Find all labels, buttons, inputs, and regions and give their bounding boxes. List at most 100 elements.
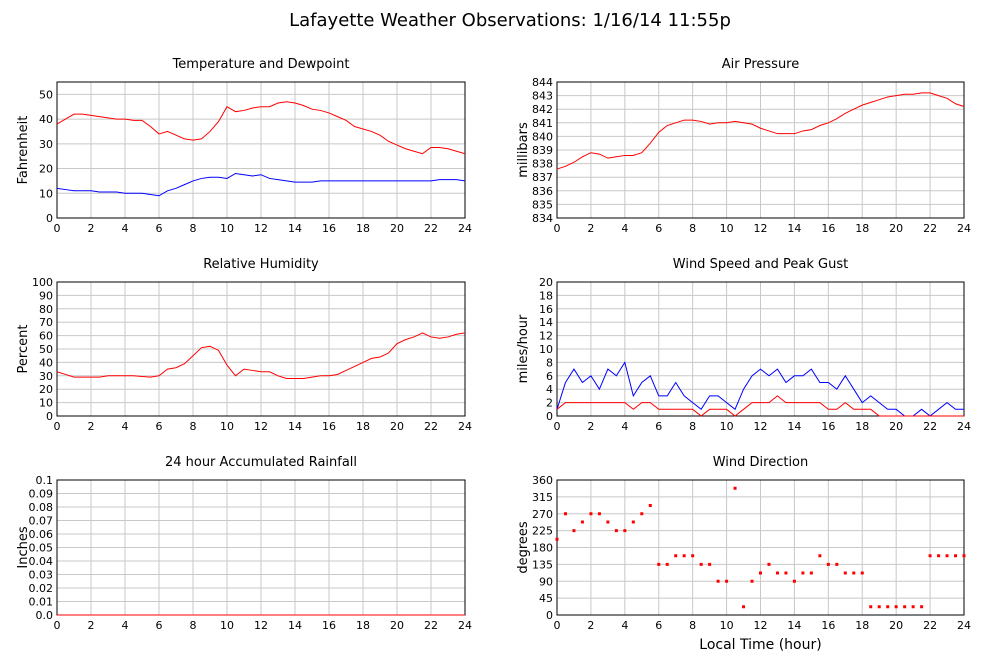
data-line xyxy=(556,92,965,170)
x-tick-label: 14 xyxy=(787,222,801,235)
y-tick-label: 0 xyxy=(546,410,553,423)
y-tick-label: 90 xyxy=(539,575,553,588)
data-point xyxy=(606,520,610,524)
y-tick-label: 839 xyxy=(532,144,553,157)
x-tick-label: 24 xyxy=(957,619,971,632)
data-point xyxy=(674,554,678,558)
y-tick-label: 10 xyxy=(539,343,553,356)
y-tick-label: 50 xyxy=(39,88,53,101)
data-point xyxy=(580,520,584,524)
x-tick-label: 22 xyxy=(424,420,438,433)
data-point xyxy=(928,554,932,558)
x-tick-label: 12 xyxy=(754,619,768,632)
y-tick-label: 0.06 xyxy=(29,528,54,541)
x-tick-label: 10 xyxy=(220,222,234,235)
x-tick-label: 16 xyxy=(322,222,336,235)
data-point xyxy=(775,571,779,575)
y-tick-label: 840 xyxy=(532,130,553,143)
x-tick-label: 24 xyxy=(957,420,971,433)
data-point xyxy=(869,605,873,609)
y-tick-label: 100 xyxy=(32,276,53,289)
y-axis-label: degrees xyxy=(516,521,531,574)
plot-frame xyxy=(56,81,466,219)
y-tick-label: 842 xyxy=(532,103,553,116)
data-point xyxy=(860,571,864,575)
x-tick-label: 16 xyxy=(322,619,336,632)
x-tick-label: 12 xyxy=(254,222,268,235)
x-tick-label: 0 xyxy=(554,619,561,632)
x-tick-label: 16 xyxy=(821,420,835,433)
y-tick-label: 0.02 xyxy=(29,582,54,595)
x-tick-label: 16 xyxy=(821,619,835,632)
x-tick-label: 16 xyxy=(821,222,835,235)
data-point xyxy=(801,571,805,575)
y-tick-label: 360 xyxy=(532,474,553,487)
y-tick-label: 0.08 xyxy=(29,501,54,514)
x-tick-label: 8 xyxy=(689,420,696,433)
data-point xyxy=(665,562,669,566)
y-tick-label: 16 xyxy=(539,303,553,316)
x-tick-label: 12 xyxy=(254,420,268,433)
y-tick-label: 837 xyxy=(532,171,553,184)
chart-title: Temperature and Dewpoint xyxy=(172,57,350,72)
y-tick-label: 30 xyxy=(39,138,53,151)
x-tick-label: 22 xyxy=(424,619,438,632)
x-tick-label: 14 xyxy=(288,420,302,433)
data-point xyxy=(945,554,949,558)
x-tick-label: 20 xyxy=(390,222,404,235)
y-tick-label: 12 xyxy=(539,330,553,343)
data-point xyxy=(852,571,856,575)
figure-title: Lafayette Weather Observations: 1/16/14 … xyxy=(289,10,731,31)
chart-title: Air Pressure xyxy=(722,57,800,72)
y-tick-label: 843 xyxy=(532,90,553,103)
x-tick-label: 20 xyxy=(390,619,404,632)
data-point xyxy=(691,554,695,558)
x-tick-label: 10 xyxy=(720,619,734,632)
plot-frame xyxy=(556,281,965,417)
x-tick-label: 20 xyxy=(889,222,903,235)
data-line xyxy=(56,101,466,155)
x-tick-label: 24 xyxy=(458,222,472,235)
data-line xyxy=(556,361,964,417)
x-tick-label: 0 xyxy=(54,420,61,433)
data-point xyxy=(886,605,890,609)
y-tick-label: 18 xyxy=(539,289,553,302)
plot-frame xyxy=(56,281,466,417)
data-point xyxy=(742,605,746,609)
x-tick-label: 10 xyxy=(720,420,734,433)
y-tick-label: 836 xyxy=(532,185,553,198)
data-line xyxy=(556,395,964,417)
data-point xyxy=(563,512,567,516)
data-line xyxy=(56,332,466,379)
y-tick-label: 8 xyxy=(546,356,553,369)
x-tick-label: 14 xyxy=(288,222,302,235)
y-tick-label: 40 xyxy=(39,356,53,369)
data-point xyxy=(903,605,907,609)
data-point xyxy=(759,571,762,575)
chart-title: Wind Speed and Peak Gust xyxy=(673,257,848,272)
x-tick-label: 18 xyxy=(855,420,869,433)
y-tick-label: 90 xyxy=(39,289,53,302)
y-tick-label: 10 xyxy=(39,187,53,200)
y-tick-label: 835 xyxy=(532,198,553,211)
x-tick-label: 2 xyxy=(587,619,594,632)
y-tick-label: 2 xyxy=(546,397,553,410)
y-tick-label: 10 xyxy=(39,397,53,410)
y-tick-label: 0 xyxy=(46,410,53,423)
y-tick-label: 20 xyxy=(39,383,53,396)
data-point xyxy=(792,579,796,583)
data-point xyxy=(725,579,729,583)
data-point xyxy=(682,554,686,558)
x-tick-label: 22 xyxy=(424,222,438,235)
y-tick-label: 0.05 xyxy=(29,542,54,555)
y-tick-label: 0.07 xyxy=(29,515,54,528)
x-tick-label: 8 xyxy=(689,619,696,632)
y-tick-label: 70 xyxy=(39,316,53,329)
x-tick-label: 20 xyxy=(889,420,903,433)
y-tick-label: 40 xyxy=(39,113,53,126)
x-tick-label: 4 xyxy=(621,619,628,632)
x-tick-label: 12 xyxy=(254,619,268,632)
x-tick-label: 6 xyxy=(655,619,662,632)
data-point xyxy=(623,529,627,533)
